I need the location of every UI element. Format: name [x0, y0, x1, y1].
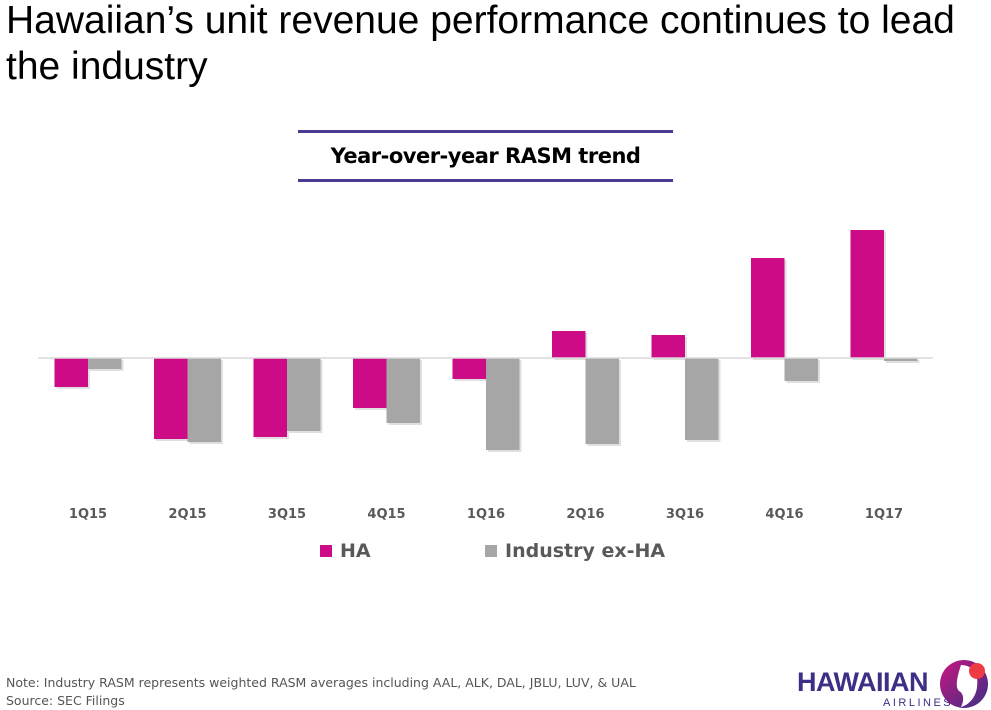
bar-industry-4Q15 [386, 358, 420, 423]
bar-industry-1Q16 [486, 358, 520, 450]
logo-wordmark: HAWAIIAN [797, 667, 929, 697]
legend-swatch-ha [320, 545, 332, 557]
x-tick-label: 1Q15 [69, 507, 107, 522]
footnote: Note: Industry RASM represents weighted … [6, 674, 636, 710]
bar-shadow [886, 360, 920, 363]
bar-ha-4Q15 [353, 358, 387, 408]
legend-item-industry: Industry ex-HA [485, 540, 665, 562]
bar-ha-1Q17 [850, 230, 884, 358]
x-tick-label: 3Q15 [268, 507, 306, 522]
legend-label-industry: Industry ex-HA [505, 540, 666, 562]
bar-industry-1Q17 [884, 358, 918, 361]
bar-industry-3Q15 [287, 358, 321, 431]
legend-item-ha: HA [320, 540, 371, 562]
x-tick-label: 1Q16 [467, 507, 505, 522]
bar-industry-4Q16 [784, 358, 818, 381]
bar-industry-1Q15 [88, 358, 122, 369]
bar-chart: 1Q15 2Q15 3Q15 4Q15 1Q16 2Q16 3Q16 4Q16 1Q17 [38, 230, 933, 522]
x-tick-label: 2Q15 [168, 507, 206, 522]
bar-industry-3Q16 [685, 358, 719, 440]
bar-industry-2Q15 [187, 358, 221, 442]
x-tick-label: 2Q16 [566, 507, 604, 522]
legend-swatch-industry [485, 545, 497, 557]
bar-ha-3Q15 [253, 358, 287, 437]
slide-title: Hawaiian’s unit revenue performance cont… [6, 0, 955, 88]
x-tick-label: 1Q17 [865, 507, 903, 522]
chart-title: Year-over-year RASM trend [298, 130, 673, 182]
bar-ha-1Q15 [54, 358, 88, 387]
bar-ha-2Q16 [552, 331, 586, 358]
x-tick-label: 4Q16 [765, 507, 803, 522]
legend-label-ha: HA [340, 540, 371, 562]
logo-subtext: AIRLINES. [883, 697, 959, 709]
bar-ha-2Q15 [154, 358, 188, 439]
footnote-note: Note: Industry RASM represents weighted … [6, 675, 636, 690]
x-tick-label: 3Q16 [666, 507, 704, 522]
bar-ha-1Q16 [452, 358, 486, 379]
bar-ha-3Q16 [651, 335, 685, 358]
bar-industry-2Q16 [585, 358, 619, 444]
pualani-logo-icon [940, 660, 988, 708]
footnote-source: Source: SEC Filings [6, 693, 125, 708]
bar-ha-4Q16 [751, 258, 785, 358]
hawaiian-airlines-logo: HAWAIIAN AIRLINES. [797, 657, 991, 710]
x-tick-label: 4Q15 [367, 507, 405, 522]
